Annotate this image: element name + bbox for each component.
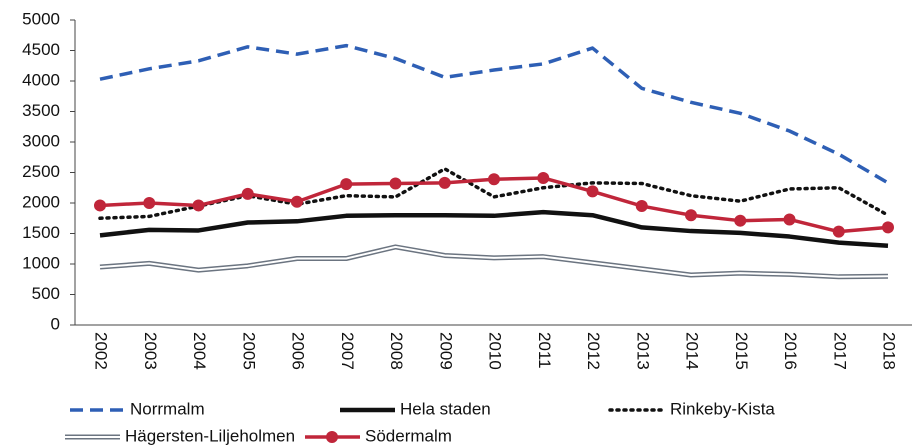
x-tick-label: 2017 (830, 332, 849, 370)
legend-label: Hägersten-Liljeholmen (125, 426, 295, 445)
y-tick-label: 0 (51, 314, 60, 333)
series-line (99, 176, 889, 234)
series-marker (94, 199, 106, 212)
x-tick-label: 2013 (633, 332, 652, 370)
series-marker (389, 177, 402, 190)
series-marker (685, 209, 697, 222)
series-line (99, 244, 889, 280)
legend-label: Norrmalm (130, 399, 205, 418)
series-marker (143, 197, 156, 209)
series-marker (438, 176, 451, 189)
x-tick-label: 2011 (535, 332, 554, 369)
x-tick-label: 2014 (683, 332, 702, 370)
series-marker (783, 213, 796, 226)
x-tick-label: 2009 (436, 332, 455, 370)
x-tick-label: 2015 (732, 332, 751, 370)
y-tick-label: 5000 (22, 9, 60, 28)
legend-label: Södermalm (365, 426, 452, 445)
legend-marker (326, 431, 338, 443)
x-tick-label: 2012 (584, 332, 603, 370)
x-tick-label: 2007 (338, 332, 357, 370)
legend-label: Rinkeby-Kista (670, 399, 775, 418)
y-tick-label: 3000 (22, 131, 60, 150)
y-tick-label: 1000 (22, 253, 60, 272)
y-tick-label: 4500 (22, 40, 60, 59)
series-marker (192, 199, 205, 212)
x-tick-label: 2010 (486, 332, 505, 370)
series-marker (586, 185, 599, 198)
x-tick-label: 2016 (781, 332, 800, 370)
series-marker (832, 225, 845, 238)
series-line-inner (99, 245, 889, 278)
y-tick-label: 2500 (22, 162, 60, 181)
y-tick-label: 2000 (22, 192, 60, 211)
series-line (99, 43, 889, 185)
x-tick-label: 2006 (289, 332, 308, 370)
legend-label: Hela staden (400, 399, 491, 418)
series-marker (635, 200, 648, 213)
series-marker (241, 187, 254, 200)
x-tick-label: 2003 (141, 332, 160, 370)
y-tick-label: 500 (32, 284, 60, 303)
y-tick-label: 3500 (22, 101, 60, 120)
y-tick-label: 4000 (22, 70, 60, 89)
y-tick-label: 1500 (22, 223, 60, 242)
series-marker (488, 173, 500, 186)
x-tick-label: 2004 (190, 332, 209, 370)
series-line (99, 209, 889, 248)
x-tick-label: 2018 (880, 332, 899, 370)
x-tick-label: 2005 (239, 332, 258, 370)
series-marker (734, 214, 747, 227)
series-marker (340, 178, 353, 191)
series-marker (882, 221, 894, 234)
x-tick-label: 2002 (92, 332, 111, 370)
series-marker (537, 171, 550, 184)
x-tick-label: 2008 (387, 332, 406, 370)
series-marker (291, 195, 303, 208)
